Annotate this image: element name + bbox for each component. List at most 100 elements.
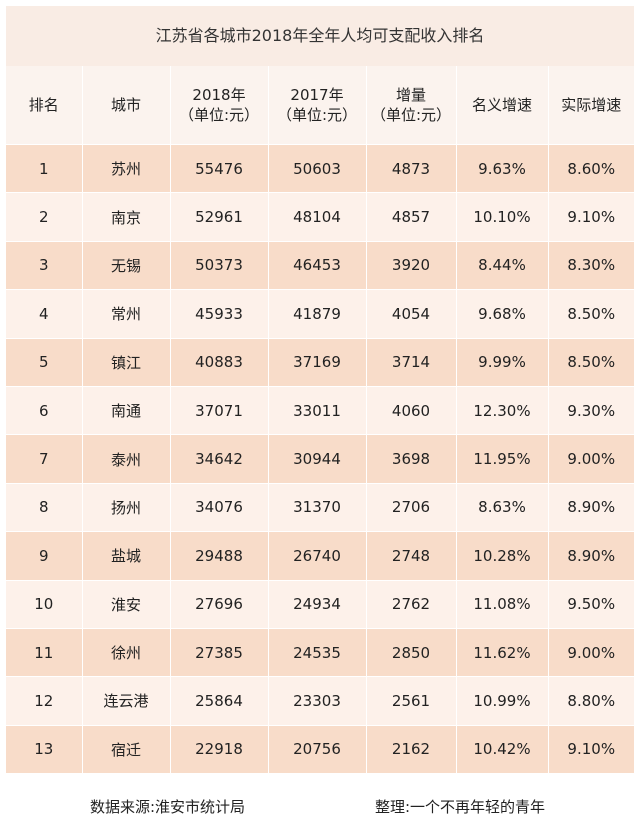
income-ranking-table: 江苏省各城市2018年全年人均可支配收入排名 排名 城市 2018年 （单位:元… [6,6,634,774]
cell-2018: 29488 [170,531,269,581]
cell-2018: 40883 [170,337,269,387]
cell-increase: 3920 [366,240,457,290]
header-2018-unit: （单位:元） [178,106,260,124]
table-title: 江苏省各城市2018年全年人均可支配收入排名 [6,6,634,66]
cell-city: 扬州 [82,482,171,532]
table-row: 7 泰州 34642 30944 3698 11.95% 9.00% [6,434,634,484]
cell-2018: 52961 [170,192,269,242]
cell-real-growth: 9.10% [548,724,634,774]
cell-city: 南京 [82,192,171,242]
cell-2018: 27385 [170,627,269,677]
header-row: 排名 城市 2018年 （单位:元） 2017年 （单位:元） 增量 （单位:元… [6,66,634,145]
cell-increase: 4060 [366,385,457,435]
cell-2018: 37071 [170,385,269,435]
cell-nominal-growth: 10.28% [456,531,549,581]
cell-2017: 26740 [268,531,367,581]
cell-rank: 12 [6,676,83,726]
cell-real-growth: 8.30% [548,240,634,290]
cell-rank: 3 [6,240,83,290]
table-row: 4 常州 45933 41879 4054 9.68% 8.50% [6,289,634,339]
table-row: 13 宿迁 22918 20756 2162 10.42% 9.10% [6,724,634,774]
cell-real-growth: 9.00% [548,627,634,677]
cell-increase: 2762 [366,579,457,629]
cell-rank: 5 [6,337,83,387]
cell-city: 镇江 [82,337,171,387]
cell-increase: 3698 [366,434,457,484]
cell-increase: 4054 [366,289,457,339]
cell-real-growth: 9.30% [548,385,634,435]
cell-nominal-growth: 11.95% [456,434,549,484]
cell-increase: 2162 [366,724,457,774]
cell-rank: 1 [6,143,83,193]
cell-nominal-growth: 9.63% [456,143,549,193]
cell-2017: 41879 [268,289,367,339]
cell-rank: 4 [6,289,83,339]
header-increase-label: 增量 [395,86,426,104]
cell-increase: 4873 [366,143,457,193]
table-row: 12 连云港 25864 23303 2561 10.99% 8.80% [6,676,634,726]
cell-real-growth: 8.90% [548,482,634,532]
cell-nominal-growth: 8.63% [456,482,549,532]
table-row: 8 扬州 34076 31370 2706 8.63% 8.90% [6,482,634,532]
cell-rank: 13 [6,724,83,774]
cell-city: 南通 [82,385,171,435]
cell-nominal-growth: 10.10% [456,192,549,242]
cell-2018: 25864 [170,676,269,726]
cell-nominal-growth: 12.30% [456,385,549,435]
cell-2017: 37169 [268,337,367,387]
header-2017-unit: （单位:元） [276,106,358,124]
header-2018-year: 2018年 [192,86,246,104]
cell-rank: 10 [6,579,83,629]
table-row: 3 无锡 50373 46453 3920 8.44% 8.30% [6,240,634,290]
cell-2017: 31370 [268,482,367,532]
cell-rank: 9 [6,531,83,581]
cell-increase: 3714 [366,337,457,387]
cell-real-growth: 8.50% [548,337,634,387]
header-rank: 排名 [6,66,83,145]
cell-increase: 2850 [366,627,457,677]
cell-city: 徐州 [82,627,171,677]
cell-city: 常州 [82,289,171,339]
footer: 数据来源:淮安市统计局 整理:一个不再年轻的青年 [0,790,640,820]
cell-increase: 2706 [366,482,457,532]
cell-rank: 7 [6,434,83,484]
cell-2018: 34076 [170,482,269,532]
cell-rank: 8 [6,482,83,532]
cell-nominal-growth: 9.99% [456,337,549,387]
cell-2017: 24535 [268,627,367,677]
table-row: 2 南京 52961 48104 4857 10.10% 9.10% [6,192,634,242]
table-row: 6 南通 37071 33011 4060 12.30% 9.30% [6,385,634,435]
cell-2017: 30944 [268,434,367,484]
cell-increase: 2561 [366,676,457,726]
header-city: 城市 [82,66,171,145]
cell-city: 宿迁 [82,724,171,774]
cell-city: 苏州 [82,143,171,193]
cell-real-growth: 8.90% [548,531,634,581]
table-row: 5 镇江 40883 37169 3714 9.99% 8.50% [6,337,634,387]
cell-nominal-growth: 11.62% [456,627,549,677]
cell-2017: 48104 [268,192,367,242]
cell-2018: 27696 [170,579,269,629]
cell-real-growth: 8.50% [548,289,634,339]
cell-2018: 50373 [170,240,269,290]
cell-real-growth: 9.00% [548,434,634,484]
cell-rank: 11 [6,627,83,677]
cell-2018: 34642 [170,434,269,484]
cell-nominal-growth: 10.99% [456,676,549,726]
table-row: 11 徐州 27385 24535 2850 11.62% 9.00% [6,627,634,677]
cell-2017: 20756 [268,724,367,774]
cell-increase: 4857 [366,192,457,242]
cell-nominal-growth: 8.44% [456,240,549,290]
cell-2017: 24934 [268,579,367,629]
data-source: 数据来源:淮安市统计局 [90,798,246,816]
header-real-growth: 实际增速 [548,66,634,145]
table-row: 1 苏州 55476 50603 4873 9.63% 8.60% [6,143,634,193]
cell-2017: 33011 [268,385,367,435]
cell-real-growth: 8.80% [548,676,634,726]
header-increase-unit: （单位:元） [370,106,452,124]
table-row: 9 盐城 29488 26740 2748 10.28% 8.90% [6,531,634,581]
data-table: 排名 城市 2018年 （单位:元） 2017年 （单位:元） 增量 （单位:元… [6,66,634,774]
cell-2018: 45933 [170,289,269,339]
cell-city: 盐城 [82,531,171,581]
cell-2018: 22918 [170,724,269,774]
